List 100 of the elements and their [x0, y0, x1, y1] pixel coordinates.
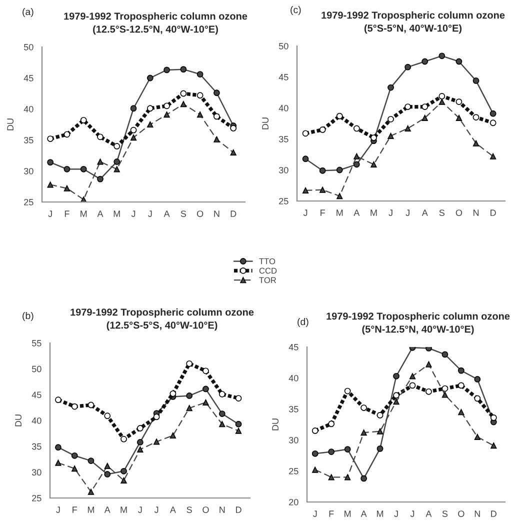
point — [328, 474, 334, 480]
point — [130, 134, 137, 141]
point — [153, 414, 160, 420]
point — [72, 465, 78, 472]
point — [302, 187, 309, 194]
point — [336, 192, 343, 200]
x-tick-label: F — [64, 210, 70, 217]
point — [388, 84, 394, 91]
point — [472, 114, 480, 120]
y-tick-label: 40 — [288, 374, 298, 382]
x-tick-label: N — [474, 510, 480, 517]
point — [146, 74, 154, 82]
y-tick-label: 35 — [24, 136, 34, 144]
point — [302, 130, 309, 137]
point — [404, 64, 412, 70]
y-tick-label: 50 — [24, 44, 34, 50]
point — [120, 477, 127, 484]
chart-title: 1979-1992 Tropospheric column ozone — [70, 308, 254, 318]
point — [336, 112, 343, 120]
y-tick-label: 20 — [289, 498, 298, 506]
point — [180, 66, 187, 73]
point — [186, 405, 192, 412]
point — [422, 104, 428, 110]
point — [360, 404, 367, 411]
point — [170, 390, 176, 397]
point — [80, 116, 87, 124]
point — [64, 166, 70, 172]
x-tick-label: M — [336, 210, 343, 216]
point — [376, 445, 384, 452]
x-tick-label: M — [88, 506, 94, 513]
point — [312, 450, 318, 457]
point — [438, 93, 446, 100]
x-tick-label: J — [148, 210, 152, 217]
point — [393, 392, 400, 399]
point — [376, 412, 384, 418]
x-tick-label: O — [202, 506, 209, 513]
point — [235, 428, 242, 434]
x-tick-label: J — [48, 210, 52, 217]
text: (a) — [22, 8, 34, 18]
point — [409, 382, 416, 389]
point — [154, 438, 160, 445]
point — [120, 436, 127, 442]
point — [196, 71, 204, 78]
point — [474, 395, 481, 402]
point — [71, 403, 78, 410]
x-tick-label: S — [442, 510, 448, 517]
y-tick-label: 25 — [24, 198, 34, 206]
x-tick-label: A — [164, 210, 170, 217]
point — [388, 132, 394, 139]
point — [146, 105, 154, 112]
point — [302, 156, 309, 162]
x-tick-label: J — [154, 506, 158, 513]
point — [147, 121, 154, 128]
point — [422, 58, 428, 65]
point — [55, 460, 62, 466]
point — [490, 153, 496, 160]
x-tick-label: M — [120, 506, 127, 513]
x-tick-label: A — [104, 506, 110, 513]
point — [55, 396, 62, 404]
point — [64, 185, 70, 192]
x-tick-label: J — [303, 210, 308, 216]
x-tick-label: N — [220, 506, 225, 513]
point — [354, 153, 360, 160]
point — [88, 488, 94, 495]
point — [442, 351, 448, 358]
point — [319, 167, 326, 174]
x-tick-label: D — [236, 506, 242, 513]
point — [456, 98, 462, 105]
point — [472, 78, 480, 84]
y-tick-label: 25 — [289, 468, 298, 474]
x-tick-label: J — [131, 210, 136, 217]
point — [130, 105, 137, 112]
point — [490, 120, 496, 126]
y-tick-label: 45 — [278, 74, 288, 80]
point — [235, 395, 242, 402]
y-tick-label: 30 — [288, 436, 298, 444]
point — [456, 114, 462, 121]
point — [438, 98, 445, 105]
x-tick-label: A — [354, 210, 360, 216]
x-tick-label: S — [439, 210, 445, 216]
y-tick-label: 30 — [24, 168, 34, 174]
point — [344, 446, 351, 452]
point — [426, 361, 432, 368]
point — [202, 399, 209, 406]
point — [47, 182, 54, 188]
point — [55, 444, 62, 451]
x-tick-label: D — [490, 210, 496, 216]
point — [490, 110, 496, 117]
point — [344, 474, 351, 480]
point — [104, 471, 111, 478]
y-tick-label: 30 — [278, 166, 288, 174]
point — [219, 421, 226, 428]
x-tick-label: J — [394, 510, 398, 517]
point — [104, 412, 111, 420]
y-tick-label: 40 — [278, 104, 288, 112]
x-tick-label: J — [406, 210, 410, 216]
point — [360, 475, 367, 482]
point — [404, 125, 411, 132]
point — [88, 458, 94, 464]
point — [186, 360, 193, 367]
